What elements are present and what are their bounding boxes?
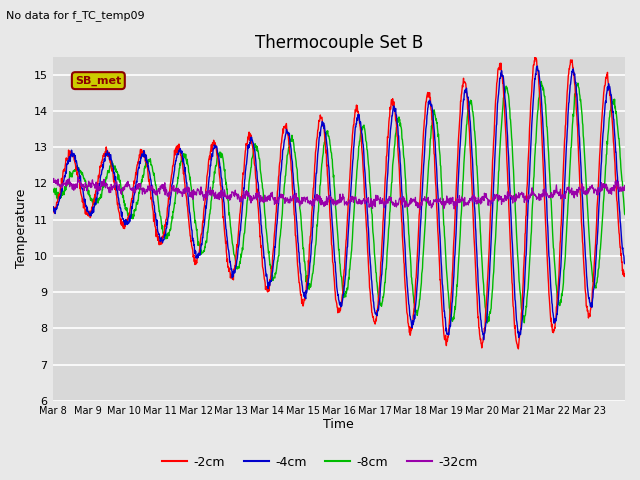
Title: Thermocouple Set B: Thermocouple Set B	[255, 34, 423, 52]
X-axis label: Time: Time	[323, 419, 354, 432]
Legend: -2cm, -4cm, -8cm, -32cm: -2cm, -4cm, -8cm, -32cm	[157, 451, 483, 474]
Text: SB_met: SB_met	[76, 75, 122, 86]
Text: No data for f_TC_temp09: No data for f_TC_temp09	[6, 10, 145, 21]
Y-axis label: Temperature: Temperature	[15, 189, 28, 268]
